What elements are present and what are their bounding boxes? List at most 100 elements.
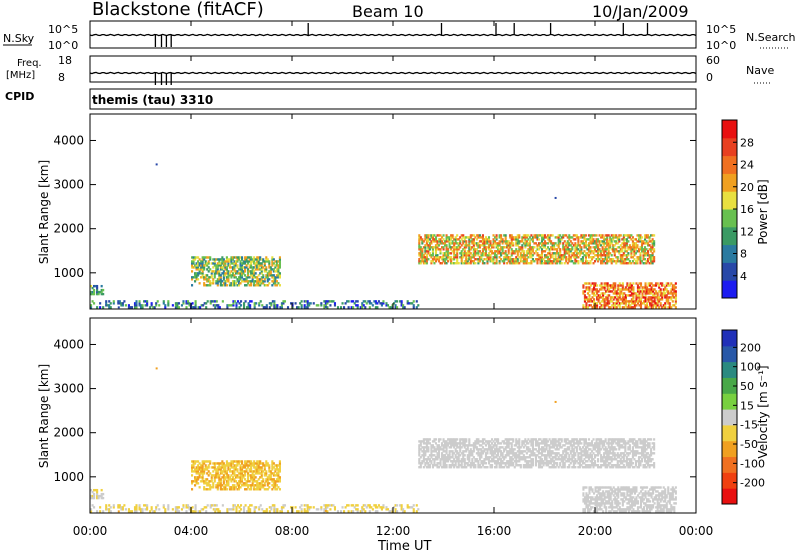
data-cell xyxy=(622,246,625,249)
data-cell xyxy=(207,270,210,273)
data-cell xyxy=(490,448,494,451)
data-cell xyxy=(445,256,448,259)
data-cell xyxy=(222,260,225,263)
data-cell xyxy=(451,452,454,455)
data-cell xyxy=(219,472,222,475)
data-cell xyxy=(218,476,221,479)
data-cell xyxy=(639,306,643,309)
data-cell xyxy=(256,486,259,489)
data-cell xyxy=(245,480,248,483)
data-cell xyxy=(364,300,367,303)
data-cell xyxy=(457,238,460,241)
data-cell xyxy=(198,272,201,275)
data-cell xyxy=(424,438,427,441)
data-cell xyxy=(572,438,575,441)
data-cell xyxy=(553,438,556,441)
data-cell xyxy=(206,284,209,287)
data-cell xyxy=(616,258,619,261)
data-cell xyxy=(135,302,138,305)
data-cell xyxy=(212,504,215,507)
data-cell xyxy=(256,466,259,469)
data-cell xyxy=(539,462,542,465)
data-cell xyxy=(440,262,444,265)
data-cell xyxy=(356,508,359,511)
data-cell xyxy=(509,260,512,263)
data-cell xyxy=(571,454,574,457)
data-cell xyxy=(356,306,359,309)
data-cell xyxy=(105,504,108,507)
data-cell xyxy=(436,244,439,247)
data-cell xyxy=(571,252,574,255)
data-cell xyxy=(515,458,518,461)
data-cell xyxy=(615,248,618,251)
data-cell xyxy=(607,450,610,453)
data-cell xyxy=(531,236,534,239)
data-cell xyxy=(135,508,138,511)
data-cell xyxy=(226,508,229,511)
data-cell xyxy=(592,256,595,259)
data-cell xyxy=(247,256,250,259)
data-cell xyxy=(226,306,229,309)
data-cell xyxy=(566,240,569,243)
data-cell xyxy=(436,242,439,245)
y-tick-label: 4000 xyxy=(53,133,84,147)
data-cell xyxy=(215,508,218,511)
data-cell xyxy=(207,260,210,263)
data-cell xyxy=(254,262,257,265)
data-cell xyxy=(419,256,422,259)
data-cell xyxy=(524,456,527,459)
data-cell xyxy=(367,300,370,303)
data-cell xyxy=(215,268,218,271)
data-cell xyxy=(516,464,519,467)
data-cell xyxy=(612,258,615,261)
data-cell xyxy=(537,258,541,261)
data-cell xyxy=(269,476,272,479)
data-cell xyxy=(459,246,462,249)
data-cell xyxy=(515,236,518,239)
data-cell xyxy=(620,290,623,293)
data-cell xyxy=(489,256,492,259)
data-cell xyxy=(218,480,221,483)
data-cell xyxy=(525,460,528,463)
data-cell xyxy=(96,492,99,496)
data-cell xyxy=(572,454,575,457)
data-cell xyxy=(303,504,306,507)
data-cell xyxy=(565,258,568,261)
data-cell xyxy=(424,452,427,455)
data-cell xyxy=(247,460,250,463)
data-cell xyxy=(606,258,609,261)
data-cell xyxy=(434,456,438,459)
data-cell xyxy=(497,440,500,443)
data-cell xyxy=(402,304,405,307)
data-cell xyxy=(509,456,512,459)
data-cell xyxy=(507,440,510,443)
data-cell xyxy=(448,450,451,453)
data-cell xyxy=(642,256,645,259)
data-cell xyxy=(227,258,230,261)
data-cell xyxy=(577,260,580,263)
data-cell xyxy=(507,248,510,251)
data-cell xyxy=(653,296,656,299)
data-cell xyxy=(509,258,512,261)
data-cell xyxy=(221,262,224,265)
data-cell xyxy=(239,300,243,303)
data-cell xyxy=(593,240,597,243)
data-cell xyxy=(232,508,235,511)
data-cell xyxy=(554,242,557,245)
data-cell xyxy=(266,476,269,479)
data-cell xyxy=(627,254,630,257)
data-cell xyxy=(674,306,677,309)
data-cell xyxy=(504,448,507,451)
data-cell xyxy=(610,466,613,469)
data-cell xyxy=(228,464,231,467)
data-cell xyxy=(609,242,612,245)
data-cell xyxy=(453,442,456,445)
data-cell xyxy=(569,240,572,243)
data-cell xyxy=(247,506,250,509)
data-cell xyxy=(93,506,96,509)
data-cell xyxy=(424,262,427,265)
data-cell xyxy=(450,260,453,263)
data-cell xyxy=(607,250,610,253)
data-cell xyxy=(617,298,620,301)
data-cell xyxy=(468,454,471,457)
